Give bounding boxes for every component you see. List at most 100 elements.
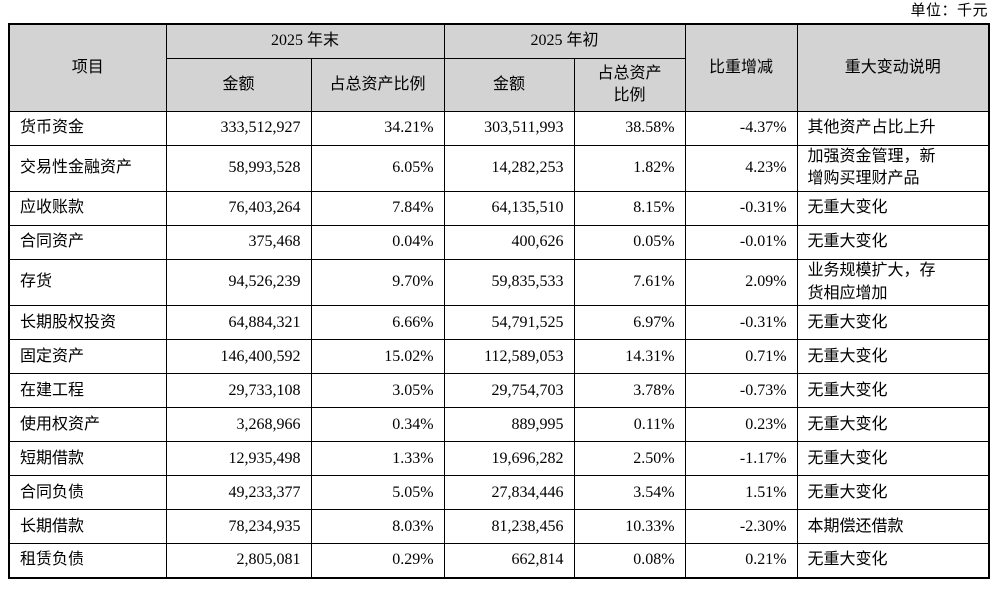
- header-amount-end: 金额: [165, 57, 312, 112]
- change-cell: 2.09%: [684, 258, 798, 307]
- end-ratio-cell: 0.34%: [310, 407, 445, 443]
- note-cell: 无重大变化: [796, 441, 990, 477]
- table-row: 货币资金 333,512,927 34.21% 303,511,993 38.5…: [8, 110, 990, 146]
- begin-amount-cell: 112,589,053: [443, 339, 575, 375]
- begin-ratio-cell: 0.08%: [573, 543, 686, 579]
- item-cell: 在建工程: [8, 373, 167, 409]
- item-cell: 长期借款: [8, 509, 167, 545]
- note-cell: 无重大变化: [796, 373, 990, 409]
- begin-ratio-cell: 38.58%: [573, 110, 686, 146]
- note-cell: 无重大变化: [796, 407, 990, 443]
- change-cell: -0.73%: [684, 373, 798, 409]
- note-cell: 加强资金管理，新增购买理财产品: [796, 144, 990, 192]
- end-ratio-cell: 3.05%: [310, 373, 445, 409]
- end-ratio-cell: 8.03%: [310, 509, 445, 545]
- table-row: 交易性金融资产 58,993,528 6.05% 14,282,253 1.82…: [8, 144, 990, 192]
- begin-ratio-cell: 14.31%: [573, 339, 686, 375]
- change-cell: 4.23%: [684, 144, 798, 192]
- end-ratio-cell: 1.33%: [310, 441, 445, 477]
- change-cell: 1.51%: [684, 475, 798, 511]
- end-ratio-cell: 0.04%: [310, 224, 445, 260]
- table-row: 合同负债 49,233,377 5.05% 27,834,446 3.54% 1…: [8, 475, 990, 511]
- table-row: 长期股权投资 64,884,321 6.66% 54,791,525 6.97%…: [8, 305, 990, 341]
- table-row: 在建工程 29,733,108 3.05% 29,754,703 3.78% -…: [8, 373, 990, 409]
- change-cell: -0.31%: [684, 305, 798, 341]
- header-period-begin: 2025 年初: [443, 23, 686, 59]
- item-cell: 固定资产: [8, 339, 167, 375]
- end-ratio-cell: 7.84%: [310, 190, 445, 226]
- unit-label: 单位：千元: [910, 3, 988, 19]
- note-cell: 无重大变化: [796, 475, 990, 511]
- begin-amount-cell: 303,511,993: [443, 110, 575, 146]
- end-amount-cell: 12,935,498: [165, 441, 312, 477]
- begin-ratio-cell: 3.78%: [573, 373, 686, 409]
- change-cell: 0.23%: [684, 407, 798, 443]
- header-item: 项目: [8, 23, 167, 112]
- end-ratio-cell: 9.70%: [310, 258, 445, 307]
- header-ratio-begin: 占总资产比例: [573, 57, 686, 112]
- table-body: 货币资金 333,512,927 34.21% 303,511,993 38.5…: [8, 110, 990, 579]
- end-ratio-cell: 6.05%: [310, 144, 445, 192]
- table-row: 长期借款 78,234,935 8.03% 81,238,456 10.33% …: [8, 509, 990, 545]
- end-amount-cell: 375,468: [165, 224, 312, 260]
- header-row-periods: 项目 2025 年末 2025 年初 比重增减 重大变动说明: [8, 23, 990, 112]
- end-amount-cell: 78,234,935: [165, 509, 312, 545]
- begin-ratio-cell: 7.61%: [573, 258, 686, 307]
- table-row: 应收账款 76,403,264 7.84% 64,135,510 8.15% -…: [8, 190, 990, 226]
- note-cell: 业务规模扩大，存货相应增加: [796, 258, 990, 307]
- begin-amount-cell: 400,626: [443, 224, 575, 260]
- begin-amount-cell: 662,814: [443, 543, 575, 579]
- end-amount-cell: 64,884,321: [165, 305, 312, 341]
- end-ratio-cell: 5.05%: [310, 475, 445, 511]
- begin-amount-cell: 29,754,703: [443, 373, 575, 409]
- item-cell: 货币资金: [8, 110, 167, 146]
- change-cell: 0.71%: [684, 339, 798, 375]
- begin-ratio-cell: 2.50%: [573, 441, 686, 477]
- change-cell: 0.21%: [684, 543, 798, 579]
- begin-amount-cell: 54,791,525: [443, 305, 575, 341]
- end-amount-cell: 2,805,081: [165, 543, 312, 579]
- change-cell: -2.30%: [684, 509, 798, 545]
- end-amount-cell: 76,403,264: [165, 190, 312, 226]
- header-explanation: 重大变动说明: [796, 23, 990, 112]
- item-cell: 合同负债: [8, 475, 167, 511]
- note-cell: 其他资产占比上升: [796, 110, 990, 146]
- end-amount-cell: 49,233,377: [165, 475, 312, 511]
- begin-amount-cell: 81,238,456: [443, 509, 575, 545]
- end-amount-cell: 333,512,927: [165, 110, 312, 146]
- begin-ratio-cell: 1.82%: [573, 144, 686, 192]
- begin-amount-cell: 19,696,282: [443, 441, 575, 477]
- change-cell: -0.31%: [684, 190, 798, 226]
- change-cell: -0.01%: [684, 224, 798, 260]
- end-amount-cell: 3,268,966: [165, 407, 312, 443]
- item-cell: 存货: [8, 258, 167, 307]
- begin-ratio-cell: 0.11%: [573, 407, 686, 443]
- end-ratio-cell: 6.66%: [310, 305, 445, 341]
- begin-ratio-cell: 6.97%: [573, 305, 686, 341]
- begin-ratio-cell: 10.33%: [573, 509, 686, 545]
- item-cell: 合同资产: [8, 224, 167, 260]
- begin-ratio-cell: 8.15%: [573, 190, 686, 226]
- table-row: 存货 94,526,239 9.70% 59,835,533 7.61% 2.0…: [8, 258, 990, 307]
- table-row: 租赁负债 2,805,081 0.29% 662,814 0.08% 0.21%…: [8, 543, 990, 579]
- table-header: 项目 2025 年末 2025 年初 比重增减 重大变动说明 金额 占总资产比例…: [8, 23, 990, 112]
- table-row: 短期借款 12,935,498 1.33% 19,696,282 2.50% -…: [8, 441, 990, 477]
- table-row: 固定资产 146,400,592 15.02% 112,589,053 14.3…: [8, 339, 990, 375]
- note-cell: 无重大变化: [796, 190, 990, 226]
- header-row-measures: 金额 占总资产比例 金额 占总资产比例: [9, 57, 989, 112]
- end-amount-cell: 94,526,239: [165, 258, 312, 307]
- end-ratio-cell: 15.02%: [310, 339, 445, 375]
- header-ratio-end: 占总资产比例: [310, 57, 445, 112]
- begin-amount-cell: 59,835,533: [443, 258, 575, 307]
- asset-composition-table: 项目 2025 年末 2025 年初 比重增减 重大变动说明 金额 占总资产比例…: [8, 23, 991, 579]
- item-cell: 短期借款: [8, 441, 167, 477]
- end-ratio-cell: 34.21%: [310, 110, 445, 146]
- begin-amount-cell: 27,834,446: [443, 475, 575, 511]
- end-amount-cell: 29,733,108: [165, 373, 312, 409]
- begin-ratio-cell: 3.54%: [573, 475, 686, 511]
- begin-amount-cell: 889,995: [443, 407, 575, 443]
- table-row: 合同资产 375,468 0.04% 400,626 0.05% -0.01% …: [8, 224, 990, 260]
- end-amount-cell: 146,400,592: [165, 339, 312, 375]
- item-cell: 应收账款: [8, 190, 167, 226]
